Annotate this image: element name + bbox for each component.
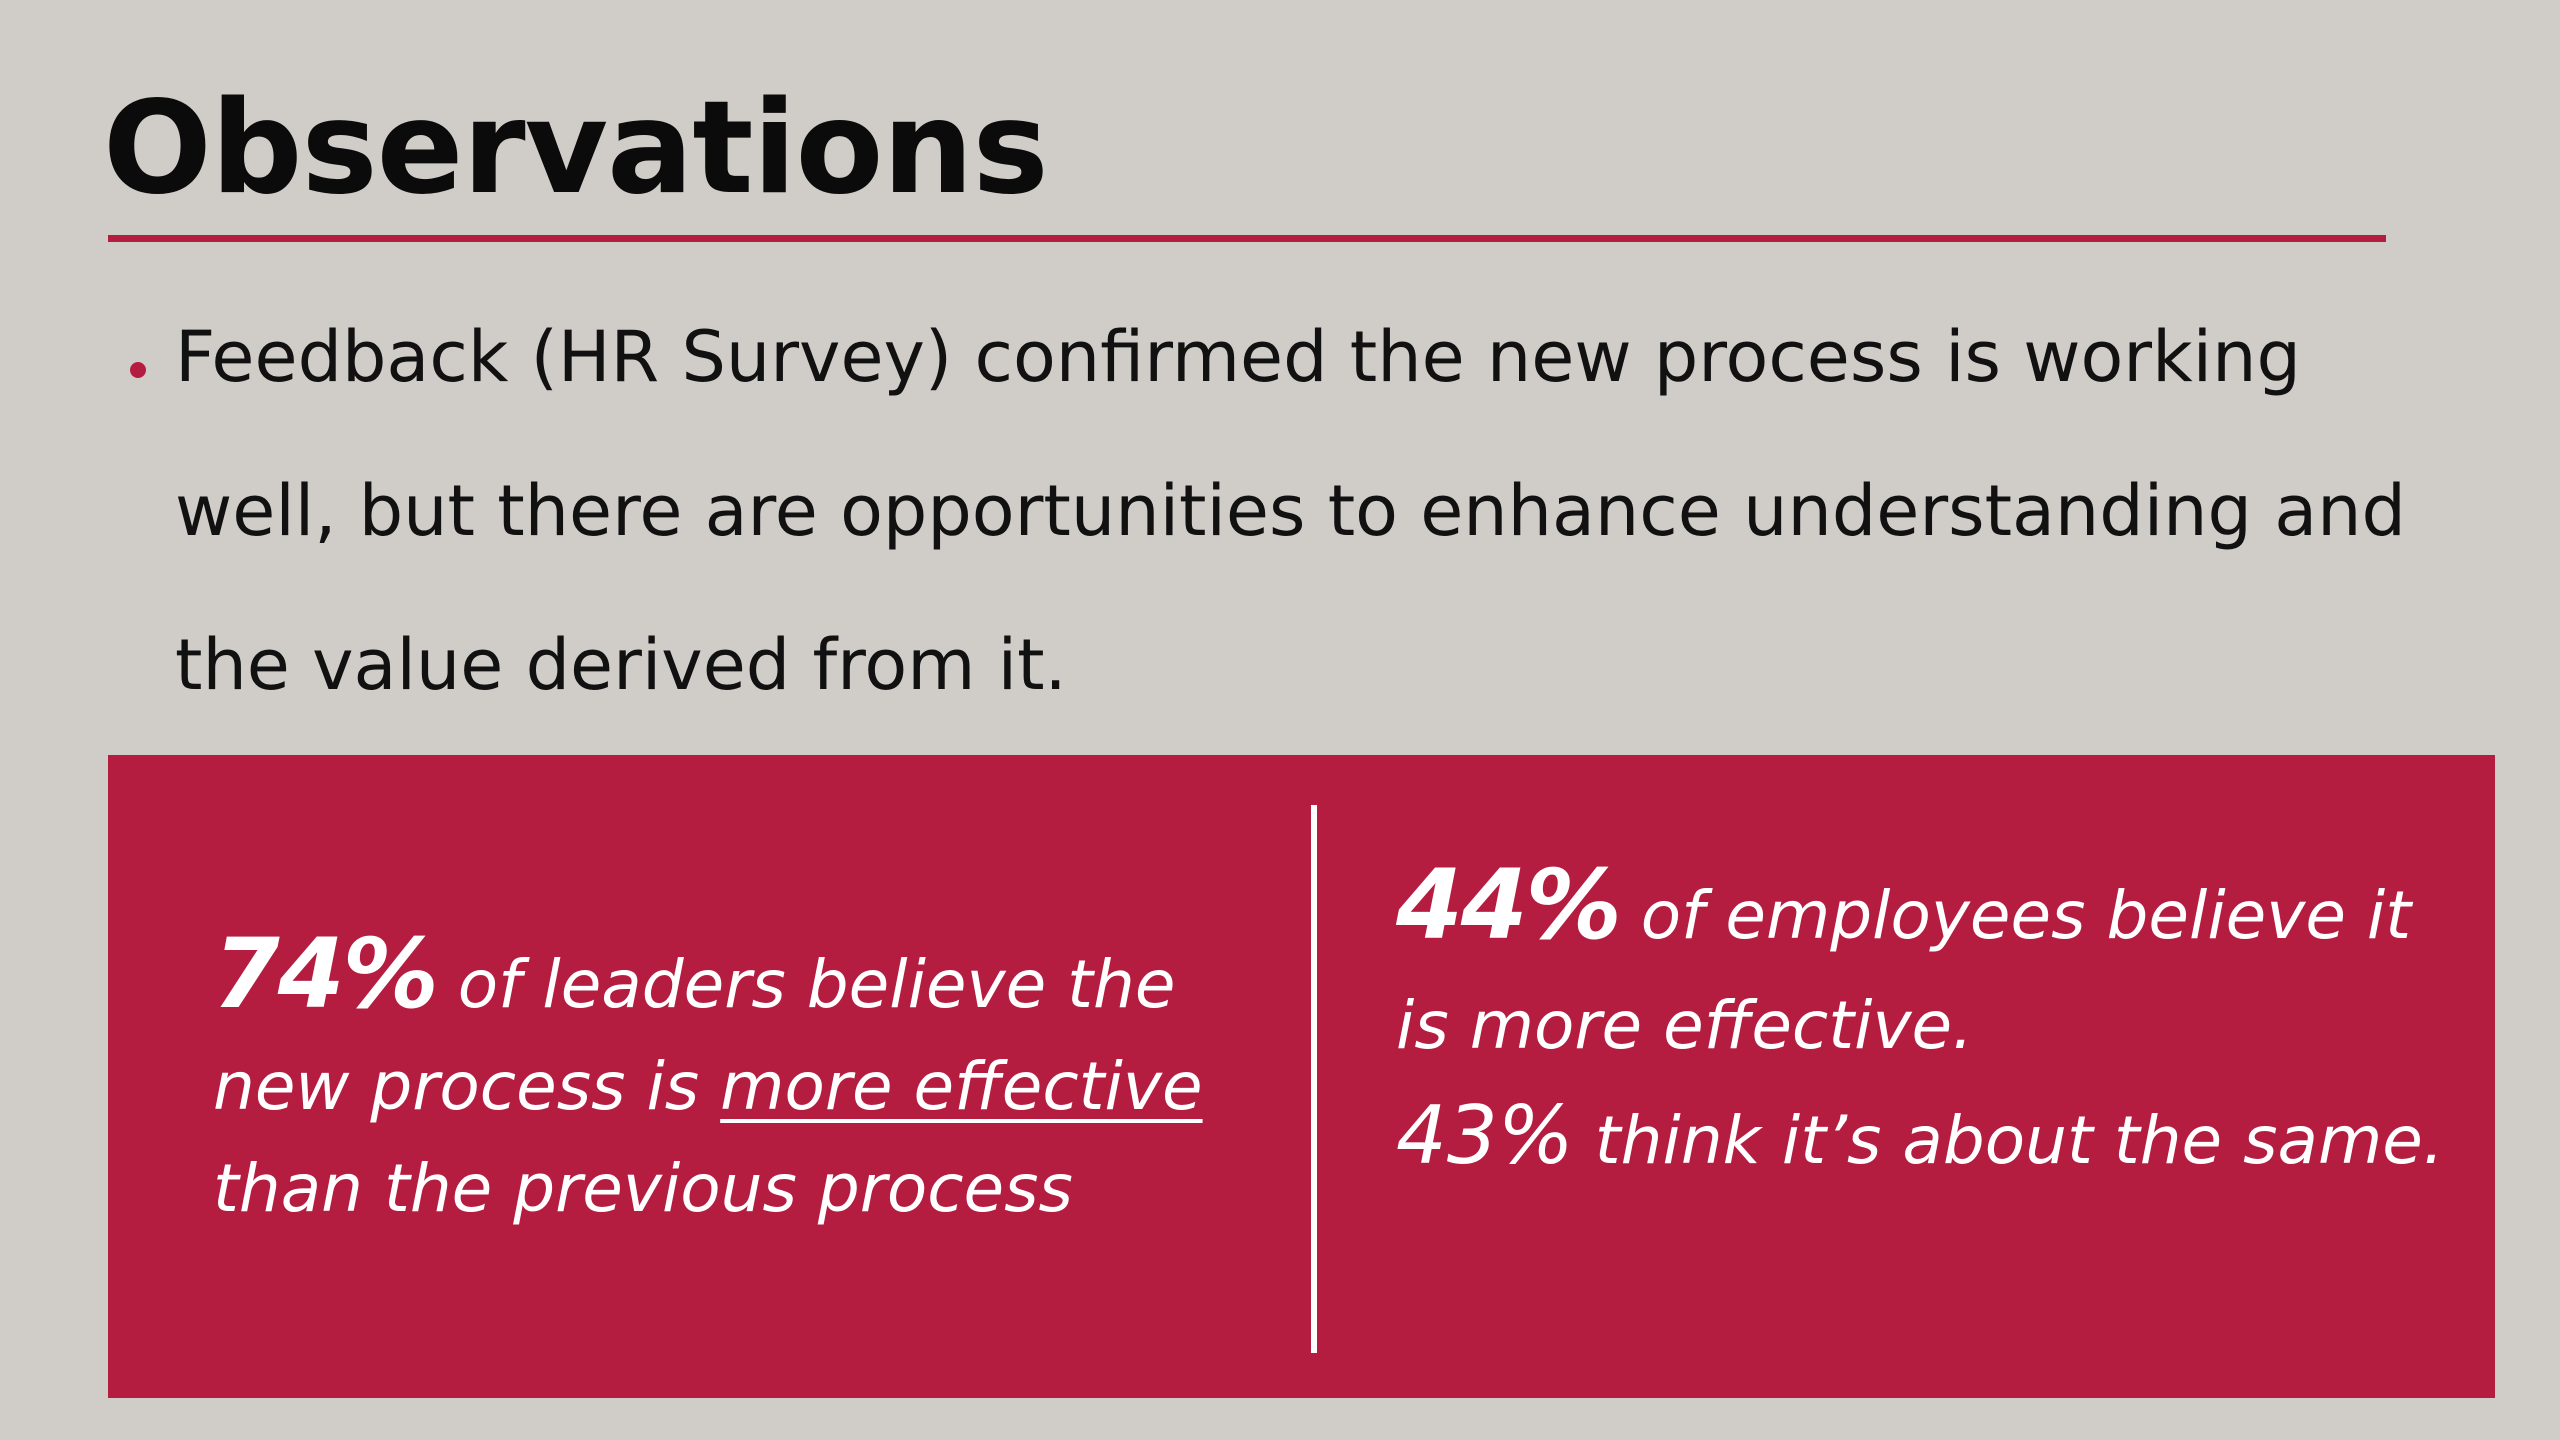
- leaders-stat: 74% of leaders believe the new process i…: [213, 923, 1273, 1240]
- employees-text: of employees believe it is more effectiv…: [1396, 877, 2412, 1064]
- same-text: think it’s about the same.: [1573, 1102, 2444, 1179]
- leaders-emphasis: more effective: [720, 1048, 1203, 1125]
- stats-panel: 74% of leaders believe the new process i…: [108, 755, 2495, 1398]
- employees-stat: 44% of employees believe it is more effe…: [1396, 850, 2456, 1196]
- panel-divider: [1311, 805, 1317, 1353]
- leaders-percentage: 74%: [213, 918, 439, 1030]
- bullet-text: Feedback (HR Survey) confirmed the new p…: [175, 316, 2406, 706]
- bullet-dot-icon: [130, 362, 146, 378]
- leaders-text-after: than the previous process: [213, 1150, 1073, 1227]
- employees-percentage: 44%: [1396, 849, 1622, 961]
- same-percentage: 43%: [1396, 1089, 1574, 1182]
- title-underline-rule: [108, 235, 2386, 242]
- leaders-text-before: of leaders believe the new process is: [213, 946, 1176, 1125]
- slide-title: Observations: [103, 74, 1049, 223]
